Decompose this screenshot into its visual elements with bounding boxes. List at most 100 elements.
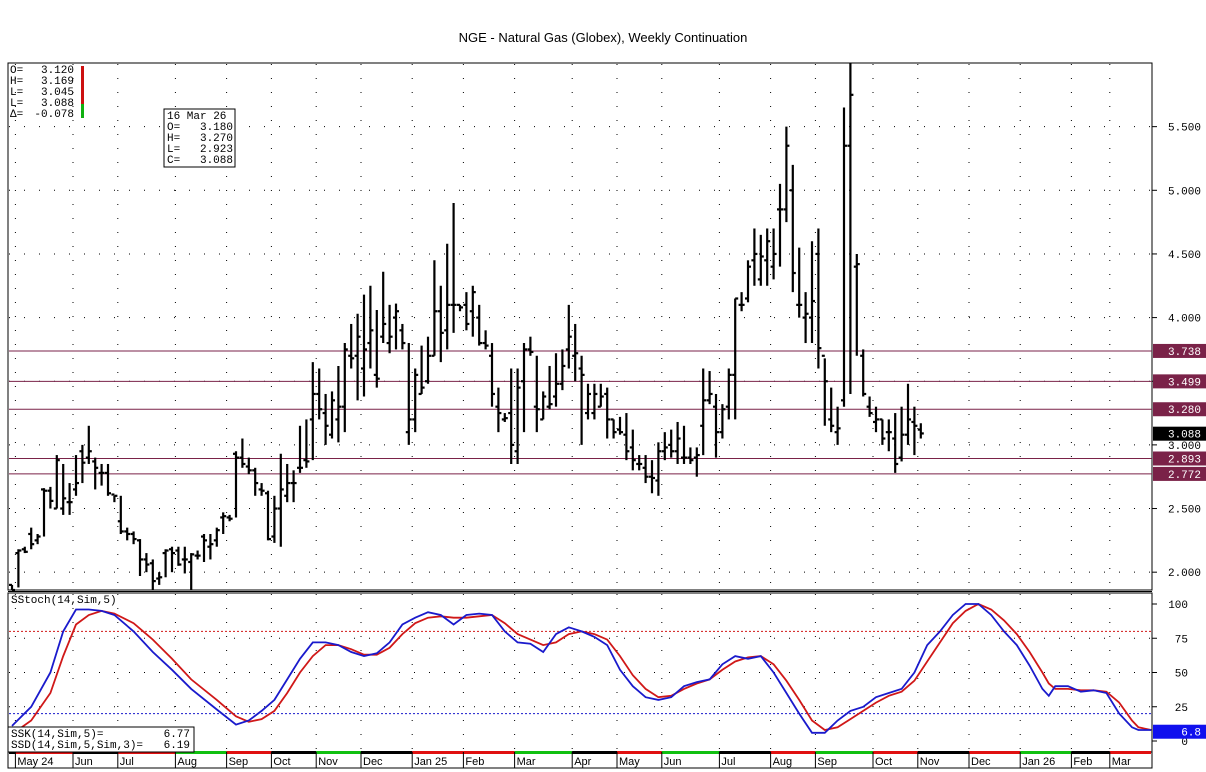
ohlc-bar: [21, 546, 28, 554]
ohlc-bar: [892, 413, 899, 473]
date-strip-segment: [463, 751, 515, 754]
price-y-tick-label: 4.500: [1168, 250, 1201, 262]
ohlc-bar: [444, 243, 451, 350]
ohlc-bar: [905, 383, 911, 445]
date-strip-segment: [316, 751, 361, 754]
date-strip-segment: [175, 751, 227, 754]
ohlc-bar: [73, 455, 79, 496]
ohlc-bar: [53, 455, 60, 510]
ohlc-bar: [809, 241, 815, 344]
ssk-line: [11, 603, 1152, 734]
ohlc-bar: [111, 493, 118, 503]
date-tick-label: Mar: [517, 756, 536, 768]
ohlc-bar: [623, 413, 630, 461]
ohlc-bar: [501, 413, 508, 422]
ohlc-header-low-label: L=: [10, 87, 23, 99]
date-x-axis: May 24 Jun Jul Aug Sep Oct Nov Dec Jan 25 Feb Mar A…: [9, 751, 1151, 768]
stoch-y-tick-label: 0: [1181, 737, 1188, 749]
ohlc-bar: [437, 285, 444, 363]
ohlc-bar: [156, 572, 163, 585]
ohlc-header-open-label: O=: [10, 65, 23, 77]
ohlc-bar: [245, 457, 252, 475]
ssd-label: SSD(14,Sim,5,Sim,3)=: [11, 740, 143, 752]
stoch-y-tick-label: 100: [1168, 600, 1188, 612]
ohlc-bar: [655, 442, 662, 496]
date-strip-segment: [917, 751, 969, 754]
ohlc-bar: [783, 126, 790, 223]
date-strip-segment: [1071, 751, 1110, 754]
price-level-tag: [1153, 343, 1206, 358]
date-tick-label: Nov: [318, 756, 338, 768]
ohlc-bar: [277, 453, 284, 547]
price-level-tag: [1153, 451, 1206, 466]
date-strip-segment: [969, 751, 1021, 754]
ohlc-bar: [521, 343, 527, 433]
ohlc-bar: [681, 425, 687, 464]
ohlc-bar: [233, 451, 239, 518]
ohlc-bar: [866, 396, 873, 417]
ohlc-bar: [508, 368, 515, 464]
ohlc-bars-layer: [9, 63, 924, 592]
ohlc-bar: [802, 292, 809, 344]
ohlc-bar: [777, 183, 783, 267]
ssk-value: 6.77: [164, 729, 190, 741]
ohlc-bar: [789, 164, 796, 293]
ssd-value: 6.19: [164, 740, 190, 752]
ohlc-bar: [169, 546, 175, 573]
ohlc-bar: [386, 304, 393, 354]
date-strip-segment: [815, 751, 873, 754]
ohlc-bar: [546, 365, 553, 410]
ohlc-bar: [341, 343, 348, 433]
ohlc-bar: [271, 495, 278, 543]
ohlc-bar: [597, 383, 604, 408]
price-level-tag: [1153, 466, 1206, 481]
ohlc-bar: [879, 418, 886, 445]
date-tick-label: May: [619, 756, 640, 768]
ohlc-bar: [348, 323, 355, 369]
date-strip-segment: [770, 751, 816, 754]
ssk-label: SSK(14,Sim,5)=: [11, 729, 103, 741]
date-strip-segment: [873, 751, 918, 754]
ohlc-bar: [514, 368, 521, 464]
ohlc-bar: [418, 345, 425, 396]
info-box-open-value: 3.180: [200, 122, 233, 134]
ohlc-bar: [290, 470, 297, 503]
ohlc-bar: [34, 533, 41, 545]
date-tick-label: Aug: [177, 756, 197, 768]
ohlc-bar: [578, 355, 585, 445]
ohlc-header: O= 3.120 H= 3.169 L= 3.045 L= 3.088 Δ= -…: [10, 65, 84, 121]
ohlc-bar: [834, 406, 841, 445]
ohlc-bar: [239, 438, 246, 468]
ohlc-bar: [898, 406, 905, 462]
date-tick-label: Apr: [574, 756, 591, 768]
ohlc-bar: [354, 313, 361, 401]
ohlc-bar: [687, 447, 694, 464]
stoch-value-tag-label: 6.8: [1181, 728, 1201, 740]
price-level-tag-label: 2.772: [1168, 470, 1201, 482]
date-strip-segment: [1109, 751, 1151, 754]
ohlc-bar: [636, 455, 643, 471]
ohlc-bar: [265, 490, 271, 541]
ohlc-header-last-label: L=: [10, 98, 23, 110]
ohlc-bar: [770, 228, 777, 280]
ohlc-bar: [873, 406, 879, 433]
ohlc-bar: [610, 418, 617, 439]
ohlc-bar: [463, 292, 470, 331]
ohlc-bar: [553, 353, 559, 407]
price-level-tag: [1153, 402, 1206, 417]
ohlc-bar: [425, 336, 431, 384]
ohlc-bar: [207, 533, 214, 560]
date-strip-segment: [617, 751, 662, 754]
date-strip-segment: [271, 751, 317, 754]
ohlc-bar: [585, 383, 591, 420]
ohlc-bar: [201, 533, 207, 562]
ohlc-header-green-bar: [81, 104, 84, 118]
ohlc-bar: [617, 416, 623, 435]
info-box-open-label: O=: [167, 122, 180, 134]
ohlc-bar: [124, 527, 131, 541]
date-strip-segment: [1020, 751, 1072, 754]
ohlc-bar: [399, 323, 406, 350]
price-level-tag-label: 3.280: [1168, 405, 1201, 417]
ohlc-bar: [105, 463, 111, 496]
